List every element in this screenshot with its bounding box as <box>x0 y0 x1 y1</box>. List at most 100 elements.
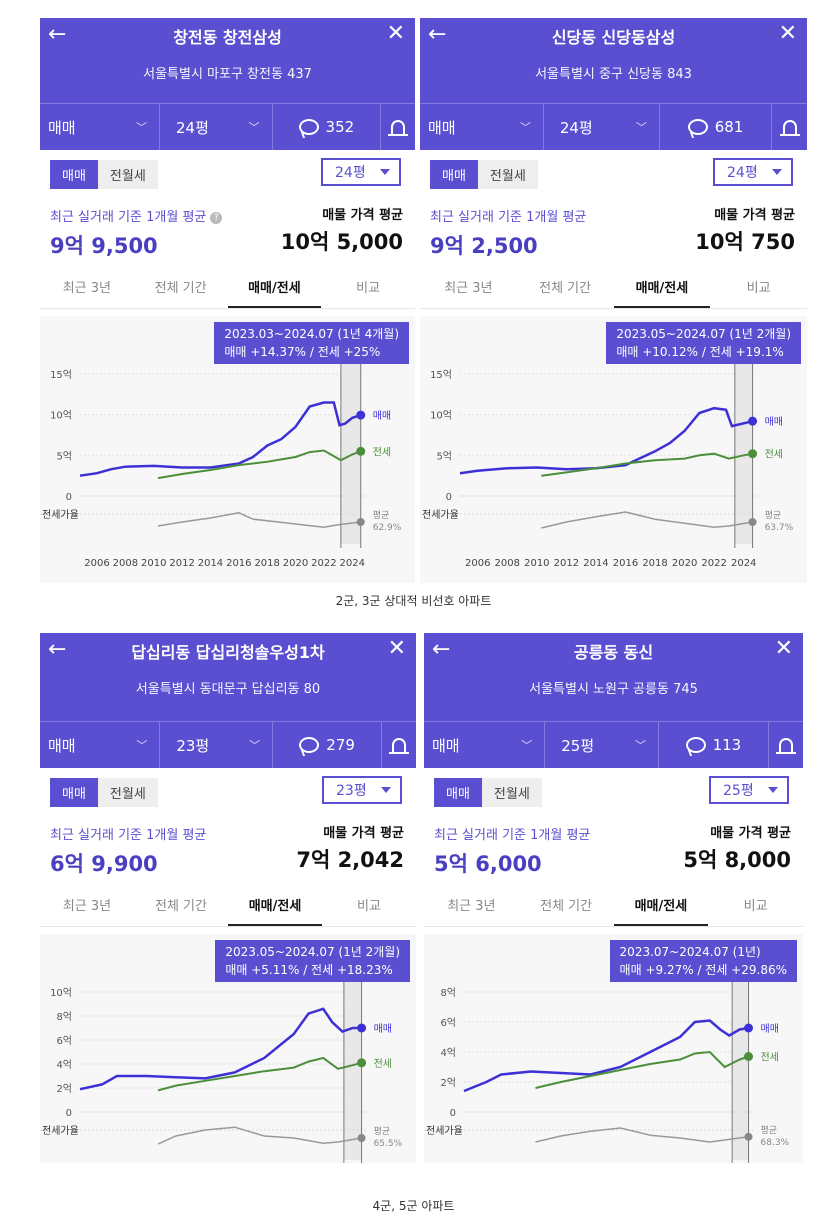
callout-change: 매매 +9.27% / 전세 +29.86% <box>619 963 787 977</box>
back-arrow-icon[interactable]: ← <box>428 22 447 47</box>
period-tab[interactable]: 최근 3년 <box>62 899 112 914</box>
period-tab[interactable]: 전체 기간 <box>539 281 592 296</box>
trade-segment: 매매 전월세 <box>430 160 538 189</box>
notification-button[interactable] <box>769 722 803 768</box>
ratio-label: 전세가율 <box>42 509 79 521</box>
notification-button[interactable] <box>381 104 415 150</box>
period-tab[interactable]: 전체 기간 <box>155 899 207 914</box>
y-tick-label: 15억 <box>430 369 452 381</box>
segment-sale[interactable]: 매매 <box>434 778 482 807</box>
size-select[interactable]: 25평 ﹀ <box>545 722 659 768</box>
trade-segment: 매매 전월세 <box>50 778 158 807</box>
period-tab[interactable]: 매매/전세 <box>227 272 322 308</box>
back-arrow-icon[interactable]: ← <box>48 637 67 662</box>
y-tick-label: 0 <box>450 1108 456 1119</box>
period-tab[interactable]: 최근 3년 <box>447 899 496 914</box>
apartment-title: 신당동 신당동삼성 <box>551 28 676 47</box>
chat-bubble-icon <box>685 737 706 753</box>
apartment-address: 서울특별시 마포구 창전동 437 <box>143 67 312 82</box>
period-tab[interactable]: 비교 <box>356 281 381 296</box>
caret-down-icon <box>380 169 390 175</box>
back-arrow-icon[interactable]: ← <box>432 637 451 662</box>
close-icon[interactable]: ✕ <box>386 21 405 46</box>
notification-button[interactable] <box>382 722 416 768</box>
size-value: 24평 <box>559 118 593 137</box>
series-end-dot <box>356 446 366 456</box>
x-tick-label: 2016 <box>226 558 251 569</box>
size-dropdown[interactable]: 25평 <box>709 776 789 804</box>
recent-average-label: 최근 실거래 기준 1개월 평균 <box>430 206 586 225</box>
deal-type-value: 매매 <box>432 736 460 755</box>
size-dropdown[interactable]: 24평 <box>713 158 793 186</box>
apartment-address: 서울특별시 중구 신당동 843 <box>535 67 692 82</box>
ratio-label: 전세가율 <box>42 1125 79 1137</box>
segment-rent[interactable]: 전월세 <box>481 778 542 807</box>
recent-average-label: 최근 실거래 기준 1개월 평균? <box>50 206 223 225</box>
segment-sale[interactable]: 매매 <box>50 160 98 189</box>
period-tab[interactable]: 비교 <box>743 899 768 914</box>
segment-sale[interactable]: 매매 <box>430 160 478 189</box>
apartment-panel: ← 공릉동 동신 ✕ 서울특별시 노원구 공릉동 745 매매 ﹀ 25평 ﹀ 113 매매 전월세… <box>424 633 803 1163</box>
size-dropdown-value: 24평 <box>335 165 366 181</box>
bell-icon <box>775 738 796 754</box>
callout-period: 2023.03~2024.07 (1년 4개월) <box>224 327 399 341</box>
period-tab[interactable]: 비교 <box>357 899 381 914</box>
y-tick-label: 8억 <box>440 987 456 999</box>
period-tab[interactable]: 전체 기간 <box>154 281 207 296</box>
deal-type-select[interactable]: 매매 ﹀ <box>420 104 544 150</box>
chevron-down-icon: ﹀ <box>519 121 531 134</box>
segment-rent[interactable]: 전월세 <box>477 160 538 189</box>
recent-average-value: 6억 9,900 <box>50 852 158 876</box>
series-end-label: 전세 <box>761 1052 779 1064</box>
bell-icon <box>389 738 410 754</box>
caret-down-icon <box>381 787 391 793</box>
series-line-jeonse <box>157 1056 362 1092</box>
period-tab[interactable]: 매매/전세 <box>613 890 709 926</box>
period-tab[interactable]: 최근 3년 <box>62 281 112 296</box>
segment-rent[interactable]: 전월세 <box>97 778 158 807</box>
size-dropdown[interactable]: 24평 <box>321 158 401 186</box>
price-chart: 10억8억6억4억2억0전세가율매매전세평균65.5%2008201020122… <box>40 972 403 1163</box>
listing-average-value: 10억 5,000 <box>280 230 403 254</box>
chevron-down-icon: ﹀ <box>249 739 261 752</box>
deal-type-select[interactable]: 매매 ﹀ <box>40 722 161 768</box>
close-icon[interactable]: ✕ <box>778 21 797 46</box>
size-dropdown-value: 23평 <box>336 783 367 799</box>
apartment-title: 공릉동 동신 <box>573 643 654 662</box>
x-tick-label: 2020 <box>672 558 697 569</box>
y-tick-label: 10억 <box>430 410 452 422</box>
size-dropdown[interactable]: 23평 <box>322 776 402 804</box>
recent-average-value: 9억 9,500 <box>50 234 158 258</box>
y-tick-label: 4억 <box>440 1047 456 1059</box>
apartment-address: 서울특별시 동대문구 답십리동 80 <box>135 682 321 697</box>
period-tab[interactable]: 최근 3년 <box>444 281 493 296</box>
comments-button[interactable]: 279 <box>273 722 383 768</box>
size-select[interactable]: 23평 ﹀ <box>160 722 274 768</box>
close-icon[interactable]: ✕ <box>387 636 406 661</box>
x-tick-label: 2010 <box>141 558 166 569</box>
comments-button[interactable]: 352 <box>273 104 382 150</box>
chevron-down-icon: ﹀ <box>521 739 533 752</box>
size-select[interactable]: 24평 ﹀ <box>544 104 660 150</box>
notification-button[interactable] <box>772 104 807 150</box>
close-icon[interactable]: ✕ <box>774 636 793 661</box>
comments-button[interactable]: 681 <box>660 104 773 150</box>
deal-type-select[interactable]: 매매 ﹀ <box>424 722 546 768</box>
comments-button[interactable]: 113 <box>659 722 769 768</box>
y-tick-label: 10억 <box>50 987 72 999</box>
deal-type-select[interactable]: 매매 ﹀ <box>40 104 160 150</box>
period-tab[interactable]: 매매/전세 <box>228 890 322 926</box>
period-tab[interactable]: 전체 기간 <box>540 899 593 914</box>
apartment-title: 창전동 창전삼성 <box>173 28 282 47</box>
segment-rent[interactable]: 전월세 <box>97 160 158 189</box>
size-dropdown-value: 25평 <box>723 783 754 799</box>
period-tab[interactable]: 비교 <box>746 281 771 296</box>
y-tick-label: 6억 <box>56 1035 72 1047</box>
series-line-jeonse <box>157 449 362 480</box>
back-arrow-icon[interactable]: ← <box>48 22 67 47</box>
size-select[interactable]: 24평 ﹀ <box>160 104 273 150</box>
period-tab[interactable]: 매매/전세 <box>613 272 711 308</box>
segment-sale[interactable]: 매매 <box>50 778 98 807</box>
x-tick-label: 2024 <box>731 558 756 569</box>
help-icon[interactable]: ? <box>210 211 223 224</box>
